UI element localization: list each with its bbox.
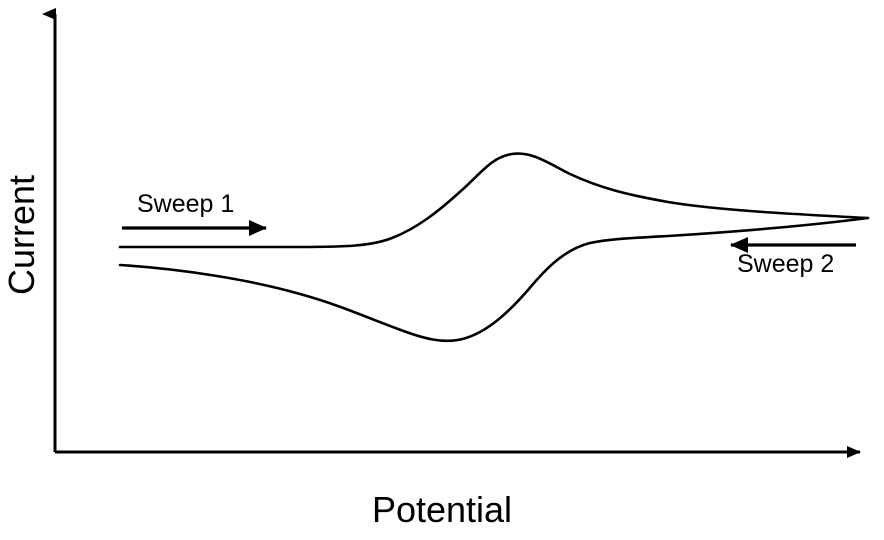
y-axis-label: Current: [0, 145, 44, 325]
reverse-sweep-curve: [118, 216, 870, 343]
forward-sweep-curve: [118, 152, 870, 249]
y-axis-label-text: Current: [1, 174, 43, 296]
x-axis-label: Potential: [371, 489, 513, 530]
sweep2-label: Sweep 2: [737, 250, 835, 278]
sweep1-label: Sweep 1: [137, 190, 235, 218]
